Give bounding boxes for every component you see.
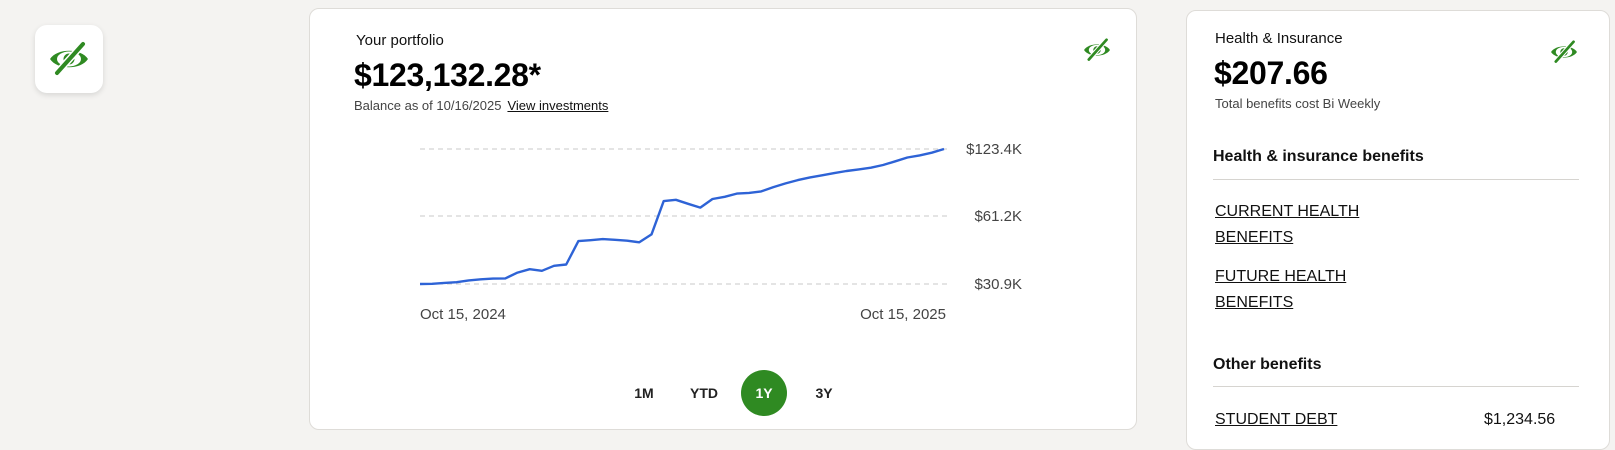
portfolio-chart: $123.4K $61.2K $30.9K Oct 15, 2024 Oct 15, 2…: [419, 141, 1022, 323]
health-subtitle: Total benefits cost Bi Weekly: [1215, 96, 1381, 111]
x-tick-label: Oct 15, 2024: [420, 306, 506, 323]
range-button-1y[interactable]: 1Y: [741, 370, 787, 416]
portfolio-series-line: [419, 147, 945, 286]
range-button-ytd[interactable]: YTD: [690, 385, 718, 401]
time-range-selector: 1M YTD 1Y 3Y: [621, 370, 861, 416]
current-health-benefits-link[interactable]: CURRENT HEALTH BENEFITS: [1215, 203, 1360, 246]
health-title: Health & Insurance: [1215, 30, 1343, 47]
student-debt-link[interactable]: STUDENT DEBT: [1215, 411, 1338, 428]
divider: [1213, 179, 1579, 180]
health-benefits-heading: Health & insurance benefits: [1213, 148, 1424, 165]
y-tick-label: $30.9K: [974, 276, 1022, 293]
student-debt-amount: $1,234.56: [1484, 411, 1556, 428]
balance-date-row: Balance as of 10/16/2025 View investments: [354, 98, 608, 113]
range-button-1m[interactable]: 1M: [634, 385, 654, 401]
portfolio-balance: $123,132.28*: [354, 57, 541, 93]
portfolio-card: Your portfolio $123,132.28* Balance as o…: [309, 8, 1137, 430]
view-investments-link[interactable]: View investments: [507, 98, 609, 113]
x-tick-label: Oct 15, 2025: [860, 306, 946, 323]
privacy-toggle-button[interactable]: [35, 25, 103, 93]
hide-portfolio-button[interactable]: [1082, 37, 1112, 63]
eye-slash-icon: [1084, 37, 1110, 62]
divider: [1213, 386, 1579, 387]
portfolio-title: Your portfolio: [356, 32, 444, 49]
eye-slash-icon: [50, 40, 88, 77]
health-amount: $207.66: [1214, 55, 1328, 91]
y-tick-label: $123.4K: [966, 141, 1022, 158]
hide-health-button[interactable]: [1549, 39, 1579, 65]
range-button-3y[interactable]: 3Y: [815, 385, 833, 401]
balance-date-text: Balance as of 10/16/2025: [354, 98, 502, 113]
health-insurance-card: Health & Insurance $207.66 Total benefit…: [1186, 10, 1610, 450]
future-health-benefits-link[interactable]: FUTURE HEALTH BENEFITS: [1215, 268, 1347, 311]
y-tick-label: $61.2K: [974, 208, 1022, 225]
other-benefits-heading: Other benefits: [1213, 356, 1322, 373]
eye-slash-icon: [1551, 39, 1577, 64]
